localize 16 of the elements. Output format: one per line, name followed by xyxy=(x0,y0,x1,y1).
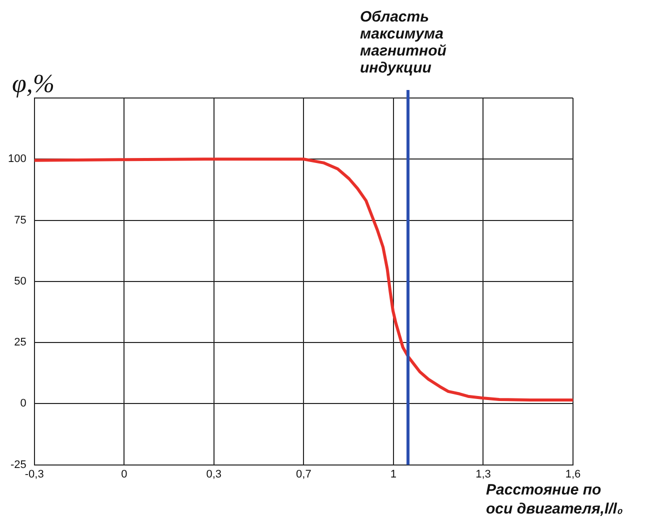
x-tick-label: 0,3 xyxy=(206,468,222,480)
y-axis-title: φ,% xyxy=(12,69,55,98)
y-tick-label: 75 xyxy=(14,214,26,226)
ref-line-label: Область максимума магнитной индукции xyxy=(360,8,446,77)
y-tick-label: 50 xyxy=(14,275,26,288)
y-tick-label: 100 xyxy=(8,153,26,166)
x-axis-title: Расстояние по оси двигателя,l/l₀ xyxy=(486,482,623,518)
x-tick-label: 0,7 xyxy=(296,468,312,480)
x-tick-label: 1,3 xyxy=(476,468,491,480)
x-tick-label: -0,3 xyxy=(24,468,44,480)
x-tick-label: 1,6 xyxy=(565,468,581,480)
y-tick-label: 0 xyxy=(20,398,26,410)
x-tick-label: 1 xyxy=(390,468,397,480)
x-tick-label: 0 xyxy=(121,468,128,480)
y-tick-label: -25 xyxy=(10,458,26,471)
y-tick-label: 25 xyxy=(14,336,26,349)
